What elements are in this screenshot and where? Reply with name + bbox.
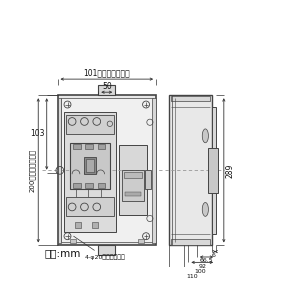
Bar bbox=[208, 148, 218, 193]
Bar bbox=[73, 144, 81, 149]
Bar bbox=[98, 144, 105, 149]
Bar bbox=[98, 183, 105, 188]
Bar bbox=[125, 192, 141, 196]
Bar bbox=[98, 85, 115, 95]
Bar bbox=[169, 95, 212, 245]
Text: 単位:mm: 単位:mm bbox=[44, 248, 81, 258]
Text: 6: 6 bbox=[212, 253, 216, 258]
Bar bbox=[145, 170, 152, 189]
Text: 4-φ20ノックアウト: 4-φ20ノックアウト bbox=[74, 236, 125, 260]
Bar bbox=[70, 143, 110, 189]
Bar bbox=[73, 183, 81, 188]
Bar bbox=[75, 222, 81, 228]
Bar bbox=[58, 98, 62, 243]
Text: 200（取付ピッチ）: 200（取付ピッチ） bbox=[29, 149, 36, 192]
Bar bbox=[171, 239, 210, 245]
Bar bbox=[84, 157, 96, 174]
Bar bbox=[122, 170, 144, 201]
Bar bbox=[124, 172, 142, 178]
Text: 101（取付ピッチ）: 101（取付ピッチ） bbox=[83, 69, 130, 78]
Bar bbox=[70, 238, 76, 243]
Bar bbox=[119, 145, 147, 214]
Text: 103: 103 bbox=[31, 130, 45, 139]
Bar bbox=[171, 96, 210, 101]
Bar bbox=[152, 98, 156, 243]
Bar bbox=[212, 107, 216, 234]
Bar bbox=[58, 95, 156, 245]
Bar bbox=[92, 222, 98, 228]
Bar bbox=[85, 183, 93, 188]
Bar bbox=[64, 112, 116, 232]
Text: 289: 289 bbox=[225, 163, 234, 178]
Bar bbox=[86, 159, 94, 172]
Bar bbox=[98, 245, 115, 256]
Text: 110: 110 bbox=[187, 274, 198, 279]
Bar bbox=[138, 238, 144, 243]
Ellipse shape bbox=[202, 129, 208, 143]
Bar bbox=[61, 98, 153, 242]
Bar bbox=[66, 115, 114, 134]
Bar bbox=[66, 197, 114, 216]
Text: 66.5: 66.5 bbox=[200, 258, 213, 263]
Text: 92: 92 bbox=[198, 263, 206, 268]
Text: 100: 100 bbox=[194, 269, 206, 274]
Text: 50: 50 bbox=[102, 82, 112, 91]
Ellipse shape bbox=[202, 202, 208, 216]
Bar bbox=[85, 144, 93, 149]
